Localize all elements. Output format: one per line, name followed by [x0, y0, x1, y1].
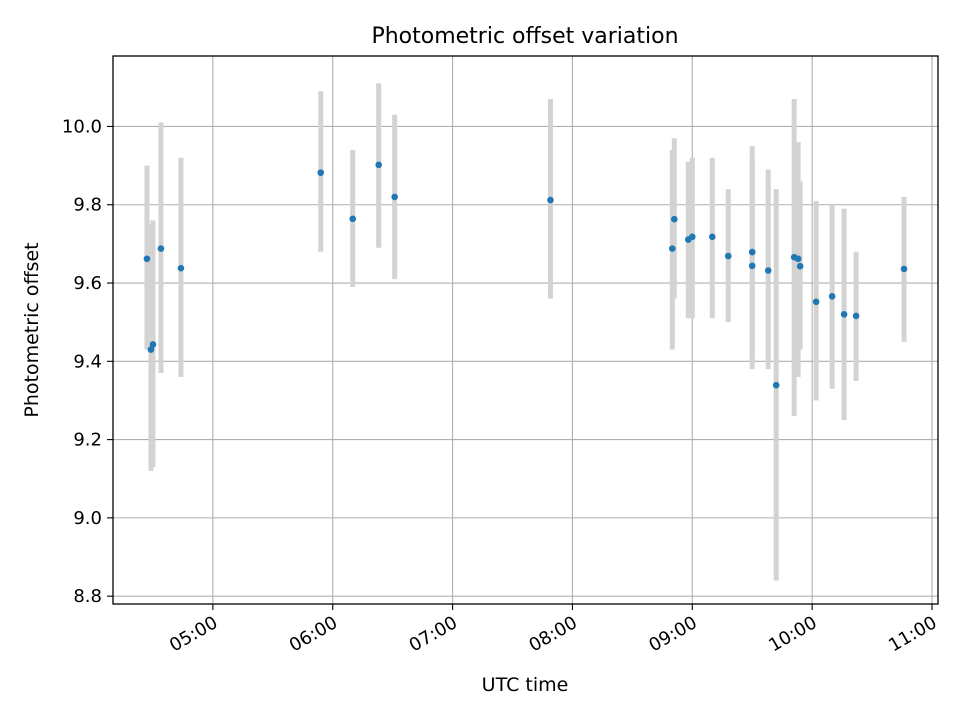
y-tick-label: 10.0	[62, 116, 102, 137]
data-point	[688, 233, 696, 241]
chart-title: Photometric offset variation	[371, 24, 678, 49]
data-point	[375, 161, 382, 169]
data-point	[748, 262, 756, 270]
data-point	[840, 311, 848, 318]
data-point	[708, 233, 716, 241]
data-point	[547, 196, 554, 204]
data-point	[900, 265, 908, 273]
y-tick-label: 9.6	[73, 273, 102, 294]
plot-area-frame	[112, 55, 939, 605]
data-point	[149, 341, 157, 348]
y-tick-label: 8.8	[73, 586, 102, 607]
data-point	[796, 262, 804, 270]
data-point	[349, 215, 357, 223]
data-point	[794, 255, 802, 263]
data-point	[147, 346, 155, 353]
data-point	[764, 267, 772, 274]
y-tick-label: 9.0	[73, 508, 102, 529]
y-axis-label: Photometric offset	[21, 242, 43, 417]
data-point	[748, 248, 756, 256]
data-point	[828, 293, 836, 300]
data-point	[812, 298, 820, 306]
y-tick-label: 9.2	[73, 430, 102, 451]
x-axis-label: UTC time	[482, 674, 569, 696]
data-point	[391, 193, 398, 201]
data-point	[669, 245, 676, 252]
data-point	[772, 381, 780, 389]
y-tick-label: 9.4	[73, 351, 102, 372]
data-points	[143, 161, 908, 389]
data-point	[724, 252, 732, 260]
data-point	[143, 255, 151, 263]
data-point	[852, 312, 860, 320]
data-point	[671, 215, 678, 223]
data-point	[157, 245, 165, 252]
y-tick-label: 9.8	[73, 195, 102, 216]
data-point	[177, 264, 185, 272]
data-point	[317, 169, 325, 176]
